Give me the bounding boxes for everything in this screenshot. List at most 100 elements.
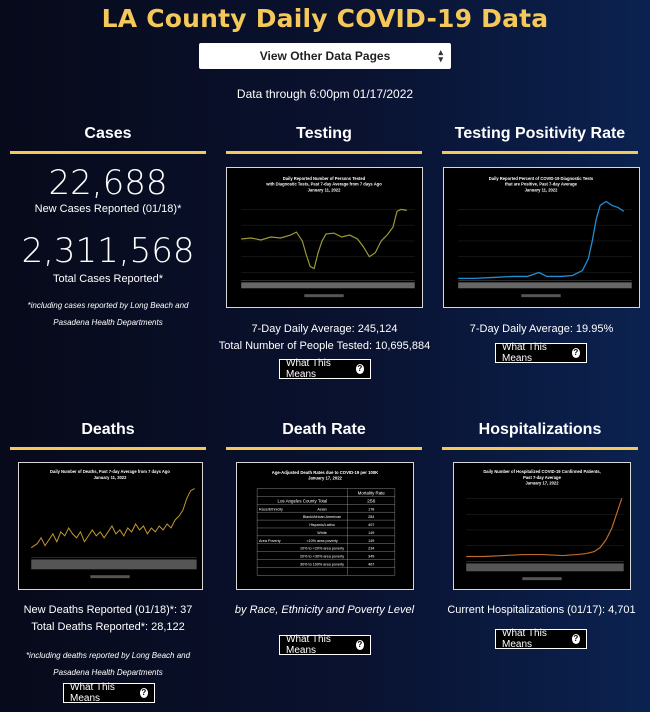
select-caret-icon: ▴ ▾	[438, 47, 443, 64]
positivity-axis-labels	[458, 282, 632, 289]
cases-section: Cases	[10, 125, 206, 154]
death-rate-county-value: 256	[367, 498, 375, 504]
death-rate-caption: by Race, Ethnicity and Poverty Level	[234, 604, 415, 616]
question-icon: ?	[139, 688, 148, 698]
death-rate-row-value: 467	[368, 562, 374, 566]
deaths-chart[interactable]: Daily Number of Deaths, Past 7-day Avera…	[18, 462, 203, 590]
death-rate-row-group: Area Poverty	[259, 539, 281, 543]
hosp-chart-title-3: January 17, 2022	[525, 481, 559, 486]
hosp-chart-svg: Daily Number of Hospitalized COVID-19 Co…	[466, 469, 624, 581]
hosp-current: Current Hospitalizations (01/17): 4,701	[447, 604, 636, 616]
death-rate-row-value: 149	[368, 539, 374, 543]
deaths-title: Deaths	[81, 421, 135, 438]
death-rate-row-label: <10% area poverty	[306, 539, 338, 543]
deaths-button-label: What This Means	[70, 682, 115, 704]
positivity-avg: 7-Day Daily Average: 19.95%	[469, 323, 614, 335]
death-rate-table-image[interactable]: Age-Adjusted Death Rates due to COVID-19…	[236, 462, 414, 590]
testing-title: Testing	[296, 125, 352, 142]
cases-divider	[10, 151, 206, 154]
death-rate-row-label: White	[317, 531, 327, 535]
question-icon: ?	[571, 348, 580, 358]
positivity-legend	[521, 294, 561, 298]
positivity-title: Testing Positivity Rate	[454, 125, 626, 142]
testing-avg: 7-Day Daily Average: 245,124	[251, 323, 398, 335]
question-icon: ?	[571, 634, 580, 644]
death-rate-chart-title-2: January 17, 2022	[308, 476, 342, 481]
positivity-chart-title-2: that are Positive, Past 7-day Average	[505, 182, 578, 187]
death-rate-what-this-means-button[interactable]: What This Means ?	[279, 634, 371, 656]
death-rate-row-label: Black/African American	[303, 515, 341, 519]
deaths-chart-svg: Daily Number of Deaths, Past 7-day Avera…	[30, 469, 197, 579]
death-rate-row-label: 20% to <30% area poverty	[300, 555, 344, 559]
positivity-section: Testing Positivity Rate	[442, 125, 638, 154]
total-cases-label: Total Cases Reported*	[52, 273, 164, 285]
hosp-chart-title-2: Past 7-day Average	[523, 475, 561, 480]
testing-chart-title-1: Daily Reported Number of Persons Tested	[283, 176, 366, 181]
cases-note: *including cases reported by Long Beach …	[27, 301, 189, 327]
question-icon: ?	[355, 640, 364, 650]
death-rate-row-value: 178	[368, 507, 374, 511]
deaths-section: Deaths	[10, 421, 206, 450]
death-rate-table-svg: Age-Adjusted Death Rates due to COVID-19…	[256, 470, 396, 576]
new-cases-value: 22,688	[48, 163, 168, 203]
hosp-what-this-means-button[interactable]: What This Means ?	[495, 628, 587, 650]
testing-section: Testing	[226, 125, 422, 154]
hosp-chart[interactable]: Daily Number of Hospitalized COVID-19 Co…	[453, 462, 631, 590]
hosp-axis-labels	[466, 563, 624, 572]
positivity-chart[interactable]: Daily Reported Percent of COVID-19 Diagn…	[443, 167, 640, 308]
deaths-total: Total Deaths Reported*: 28,122	[31, 621, 185, 633]
death-rate-row-label: 30% to 100% area poverty	[300, 562, 344, 566]
testing-chart-title-3: January 11, 2022	[308, 188, 342, 193]
death-rate-row-label: 10% to <20% area poverty	[300, 547, 344, 551]
death-rate-row-value: 234	[368, 547, 374, 551]
testing-total: Total Number of People Tested: 10,695,88…	[218, 340, 431, 352]
cases-title: Cases	[84, 125, 132, 142]
death-rate-section: Death Rate	[226, 421, 422, 450]
death-rate-table-header: Mortality Rate	[358, 491, 386, 496]
testing-what-this-means-button[interactable]: What This Means ?	[279, 358, 371, 380]
hosp-title: Hospitalizations	[478, 421, 602, 438]
testing-chart-title-2: with Diagnostic Tests, Past 7-day Averag…	[265, 182, 382, 187]
testing-legend	[304, 294, 344, 298]
death-rate-row-value: 349	[368, 555, 374, 559]
hosp-divider	[442, 447, 638, 450]
positivity-button-label: What This Means	[502, 342, 547, 364]
death-rate-button-label: What This Means	[286, 634, 331, 656]
positivity-chart-title-3: January 11, 2022	[525, 188, 559, 193]
hosp-legend	[522, 577, 562, 581]
positivity-divider	[442, 151, 638, 154]
question-icon: ?	[355, 364, 364, 374]
deaths-what-this-means-button[interactable]: What This Means ?	[63, 682, 155, 704]
new-cases-label: New Cases Reported (01/18)*	[34, 203, 182, 215]
death-rate-row-label: Hispanic/Latino	[309, 523, 335, 527]
testing-axis-labels	[241, 282, 415, 289]
total-cases-value: 2,311,568	[21, 231, 195, 271]
positivity-chart-title-1: Daily Reported Percent of COVID-19 Diagn…	[489, 176, 594, 181]
deaths-legend	[90, 575, 130, 579]
death-rate-chart-title-1: Age-Adjusted Death Rates due to COVID-19…	[272, 470, 378, 475]
death-rate-county-label: Los Angeles County Total	[278, 498, 328, 503]
deaths-new: New Deaths Reported (01/18)*: 37	[23, 604, 193, 616]
testing-divider	[226, 151, 422, 154]
positivity-what-this-means-button[interactable]: What This Means ?	[495, 342, 587, 364]
hosp-button-label: What This Means	[502, 628, 547, 650]
deaths-divider	[10, 447, 206, 450]
deaths-chart-title-2: January 11, 2022	[94, 475, 128, 480]
deaths-chart-title-1: Daily Number of Deaths, Past 7-day Avera…	[50, 469, 170, 474]
death-rate-row-group: Race/Ethnicity	[259, 507, 283, 511]
death-rate-row-value: 149	[368, 531, 374, 535]
testing-chart-svg: Daily Reported Number of Persons Tested …	[241, 176, 415, 298]
testing-chart[interactable]: Daily Reported Number of Persons Tested …	[226, 167, 423, 308]
hosp-chart-title-1: Daily Number of Hospitalized COVID-19 Co…	[483, 469, 600, 474]
death-rate-row-label: Asian	[317, 507, 326, 511]
testing-button-label: What This Means	[286, 358, 331, 380]
hosp-section: Hospitalizations	[442, 421, 638, 450]
death-rate-row-value: 407	[368, 523, 374, 527]
select-label: View Other Data Pages	[259, 49, 391, 63]
data-pages-select[interactable]: View Other Data Pages ▴ ▾	[199, 43, 451, 69]
deaths-axis-labels	[31, 559, 197, 570]
death-rate-title: Death Rate	[282, 421, 366, 438]
data-through-text: Data through 6:00pm 01/17/2022	[236, 87, 414, 101]
death-rate-divider	[226, 447, 422, 450]
positivity-chart-svg: Daily Reported Percent of COVID-19 Diagn…	[458, 176, 632, 298]
